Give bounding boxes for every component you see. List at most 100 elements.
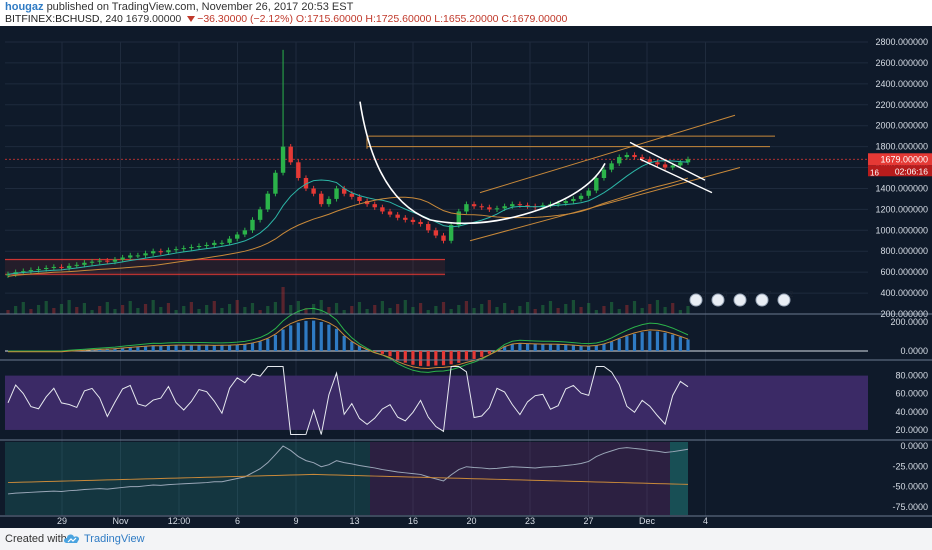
candle-body <box>143 253 148 256</box>
countdown-text: 02:06:16 <box>895 166 928 176</box>
macd-histogram-bar <box>159 345 163 351</box>
macd-histogram-bar <box>464 351 469 361</box>
macd-histogram-bar <box>342 335 346 351</box>
candle-body <box>189 247 194 249</box>
osc-tick-label: -75.0000 <box>892 502 928 512</box>
candle-body <box>510 204 515 207</box>
candle-body <box>74 264 79 266</box>
volume-bar <box>319 300 323 314</box>
macd-pane[interactable] <box>5 307 868 373</box>
volume-bar <box>36 305 41 314</box>
macd-histogram-bar <box>548 344 553 351</box>
macd-histogram-bar <box>357 345 362 351</box>
macd-histogram-bar <box>289 325 293 351</box>
candle-body <box>59 266 64 268</box>
candle-body <box>517 204 523 206</box>
price-pane[interactable]: 2 6 6 7 2 <box>5 41 868 516</box>
volume-bar <box>548 301 553 314</box>
volume-bar <box>655 300 660 314</box>
price-tick-label: 1400.000000 <box>875 183 928 193</box>
candle-body <box>525 205 530 207</box>
time-tick-label: 16 <box>408 516 418 526</box>
macd-histogram-bar <box>457 351 461 363</box>
volume-bar <box>564 304 568 314</box>
macd-histogram-bar <box>655 331 660 351</box>
candle-body <box>685 159 691 163</box>
volume-bar <box>90 310 94 314</box>
oscillator-pane[interactable] <box>5 442 689 515</box>
candle-body <box>181 248 186 250</box>
countdown-tag <box>868 165 932 177</box>
last-price: 1679.00000 <box>125 13 182 25</box>
macd-histogram-bar <box>472 351 476 359</box>
macd-histogram-bar <box>113 348 117 351</box>
candle-body <box>158 251 164 253</box>
candle-body <box>227 238 232 243</box>
volume-bar <box>14 306 18 314</box>
osc-zone-teal-end <box>670 442 688 515</box>
rsi-band <box>5 375 868 430</box>
trading-chart[interactable]: 2 6 6 7 2 2800.000000 2600.000000 2400.000000 2… <box>0 26 932 528</box>
last-price-tag-text: 1679.00000 <box>880 154 928 164</box>
volume-bar <box>342 310 346 314</box>
candle-body <box>395 214 400 218</box>
volume-bar <box>6 310 10 314</box>
candle-body <box>601 169 607 178</box>
volume-bar <box>403 300 407 314</box>
macd-histogram-bar <box>243 344 247 351</box>
macd-histogram-bar <box>594 345 598 351</box>
volume-bar <box>495 307 499 314</box>
macd-histogram-bar <box>525 343 530 351</box>
tradingview-brand[interactable]: TradingView <box>84 533 145 545</box>
volume-bar <box>449 309 453 314</box>
event-badge-count: 2 <box>701 290 706 299</box>
candle-body <box>571 198 576 202</box>
volume-bar <box>380 301 384 314</box>
symbol-line: BITFINEX:BCHUSD, 240 1679.00000 −36.3000… <box>5 13 567 25</box>
macd-histogram-bar <box>418 351 423 366</box>
ohlc-open: O:1715.60000 <box>295 13 363 25</box>
candle-body <box>678 162 683 166</box>
time-tick-label: 9 <box>293 516 298 526</box>
macd-histogram-bar <box>434 351 438 366</box>
candle-body <box>128 255 133 258</box>
macd-histogram-bar <box>503 346 507 351</box>
rsi-pane[interactable] <box>5 366 868 435</box>
price-tick-label: 1000.000000 <box>875 225 928 235</box>
price-tick-label: 1800.000000 <box>875 142 928 152</box>
candle-body <box>662 164 668 168</box>
ma-fast-line <box>7 160 689 275</box>
price-tick-label: 2600.000000 <box>875 58 928 68</box>
macd-histogram-bar <box>197 344 201 351</box>
time-tick-label: 6 <box>235 516 240 526</box>
macd-histogram-bar <box>227 345 232 351</box>
macd-histogram-bar <box>220 345 224 351</box>
macd-histogram-bar <box>327 324 331 351</box>
candle-body <box>97 260 102 262</box>
candle-body <box>51 266 57 268</box>
volume-bar <box>426 310 430 314</box>
volume-bar <box>625 305 629 314</box>
macd-histogram-bar <box>411 351 415 365</box>
volume-bar <box>663 307 667 314</box>
macd-histogram-bar <box>510 344 514 351</box>
macd-histogram-bar <box>273 334 278 351</box>
volume-bar <box>166 303 171 314</box>
candle-body <box>44 267 49 270</box>
candle-body <box>563 201 568 204</box>
volume-bar <box>189 302 193 314</box>
volume-bar <box>434 306 438 314</box>
volume-bar <box>609 302 614 314</box>
ohlc-high: H:1725.60000 <box>365 13 432 25</box>
event-badge-count: 6 <box>723 290 728 299</box>
event-badge-count: 2 <box>789 290 794 299</box>
volume-bar <box>212 301 216 314</box>
volume-bar <box>525 302 530 314</box>
author-link[interactable]: hougaz <box>5 1 44 13</box>
candle-body <box>426 224 431 231</box>
volume-bar <box>312 304 316 314</box>
macd-histogram-bar <box>174 345 178 351</box>
rsi-tick-label: 60.0000 <box>895 389 928 399</box>
volume-bar <box>457 305 461 314</box>
macd-histogram-bar <box>296 322 300 351</box>
